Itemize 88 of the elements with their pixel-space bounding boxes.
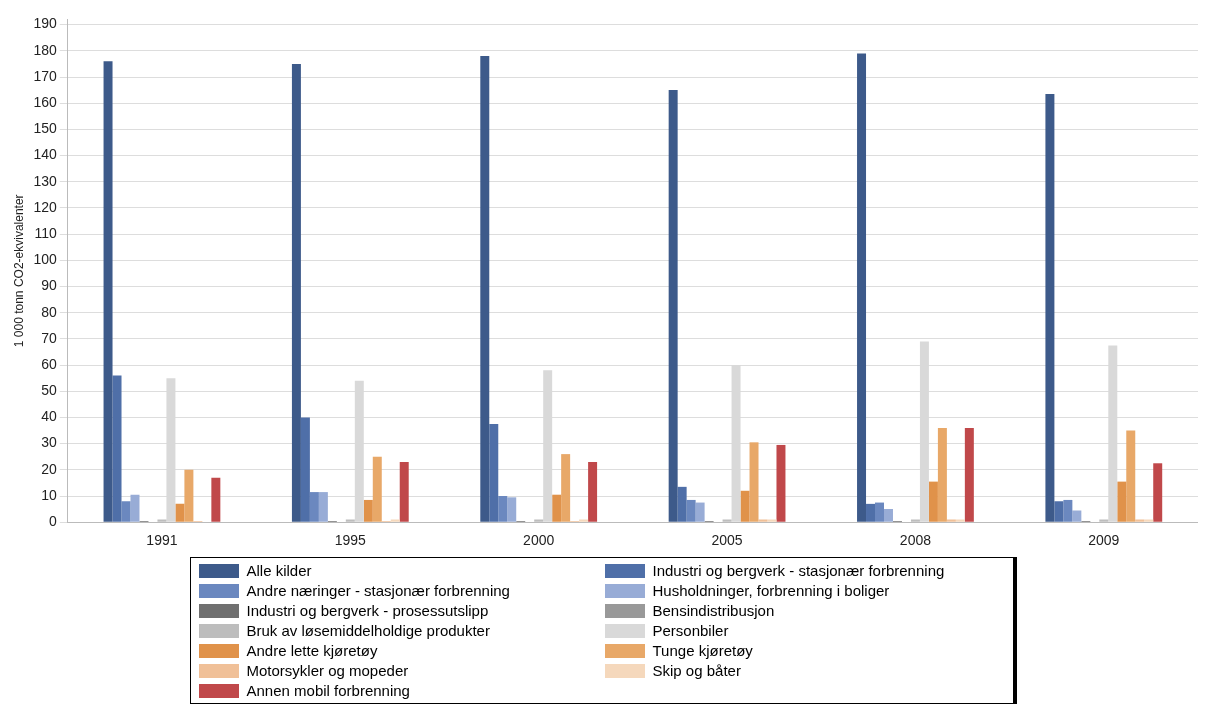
- bar: [175, 503, 185, 522]
- bar: [740, 490, 750, 522]
- legend-label: Personbiler: [652, 622, 729, 639]
- bar: [776, 444, 786, 522]
- legend-label: Bruk av løsemiddelholdige produkter: [246, 622, 490, 639]
- bar: [955, 519, 965, 522]
- x-tick-label: 2009: [1088, 532, 1120, 549]
- x-tick-label: 1991: [146, 532, 178, 549]
- bar: [767, 519, 777, 522]
- bar: [884, 509, 893, 522]
- y-tick-label: 150: [33, 120, 57, 137]
- bar: [668, 90, 678, 522]
- y-tick-label: 10: [41, 486, 57, 503]
- legend-label: Andre næringer - stasjonær forbrenning: [246, 582, 510, 599]
- bar: [875, 502, 884, 522]
- bar: [866, 503, 876, 522]
- y-tick-label: 50: [41, 382, 57, 399]
- legend-label: Bensindistribusjon: [652, 602, 775, 619]
- y-tick-label: 130: [33, 172, 57, 189]
- bar: [928, 481, 938, 522]
- x-tick-label: 2005: [711, 532, 743, 549]
- y-tick-label: 90: [41, 277, 57, 294]
- legend-label: Industri og bergverk - stasjonær forbrenning: [652, 562, 945, 579]
- bar: [857, 53, 867, 522]
- bar: [291, 63, 301, 522]
- y-tick-label: 20: [41, 460, 57, 477]
- x-tick-label: 1995: [334, 532, 367, 549]
- bar: [1126, 430, 1136, 522]
- bar: [561, 454, 571, 522]
- bar: [946, 519, 956, 522]
- y-tick-label: 110: [34, 225, 57, 241]
- y-tick-label: 40: [41, 408, 57, 425]
- bar: [964, 427, 974, 522]
- y-tick-label: 190: [33, 15, 57, 32]
- y-tick-label: 30: [41, 434, 57, 451]
- bar: [498, 496, 508, 522]
- legend-label: Tunge kjøretøy: [652, 642, 753, 659]
- x-tick-label: 2000: [523, 532, 555, 549]
- y-tick-label: 180: [33, 41, 57, 58]
- y-tick-label: 70: [41, 329, 57, 346]
- bar: [695, 502, 705, 522]
- legend-label: Industri og bergverk - prosessutslipp: [246, 602, 489, 619]
- bar: [363, 499, 373, 522]
- bar: [677, 486, 687, 522]
- y-tick-label: 80: [41, 303, 57, 320]
- bar: [937, 427, 947, 522]
- bar: [1054, 501, 1064, 522]
- bar: [112, 375, 122, 522]
- y-tick-label: 160: [33, 94, 57, 111]
- bar: [390, 519, 400, 522]
- x-tick-label: 2008: [899, 532, 932, 549]
- bar: [1153, 463, 1163, 522]
- bar: [1072, 510, 1082, 522]
- legend-label: Annen mobil forbrenning: [246, 682, 410, 699]
- legend-label: Andre lette kjøretøy: [246, 642, 378, 659]
- y-tick-label: 120: [33, 198, 57, 215]
- bar: [300, 417, 310, 522]
- bar: [318, 492, 328, 522]
- bar: [103, 61, 113, 522]
- bar: [749, 442, 759, 522]
- bar: [211, 477, 221, 522]
- bar: [121, 501, 131, 522]
- bar: [399, 461, 409, 522]
- legend-label: Motorsykler og mopeder: [246, 662, 409, 679]
- bar: [507, 497, 517, 522]
- y-axis-title: 1 000 tonn CO2-ekvivalenter: [11, 194, 26, 348]
- bar: [552, 494, 562, 522]
- y-tick-label: 140: [33, 146, 57, 163]
- bar: [686, 499, 696, 522]
- bar: [184, 469, 194, 522]
- bar: [588, 461, 598, 522]
- bar: [372, 456, 382, 522]
- legend-label: Skip og båter: [652, 662, 741, 679]
- bar: [1063, 499, 1073, 522]
- bar: [480, 56, 490, 522]
- bar: [1144, 519, 1154, 522]
- y-tick-label: 60: [41, 355, 57, 372]
- bar: [1135, 519, 1145, 522]
- y-tick-label: 100: [33, 251, 57, 268]
- legend-label: Husholdninger, forbrenning i boliger: [652, 582, 890, 599]
- bar: [1045, 94, 1055, 522]
- y-tick-label: 170: [33, 67, 57, 84]
- legend-label: Alle kilder: [246, 562, 312, 579]
- bar: [309, 492, 319, 522]
- bar: [579, 519, 589, 522]
- y-tick-label: 0: [48, 513, 57, 530]
- bar: [1117, 481, 1127, 522]
- bar: [489, 424, 499, 522]
